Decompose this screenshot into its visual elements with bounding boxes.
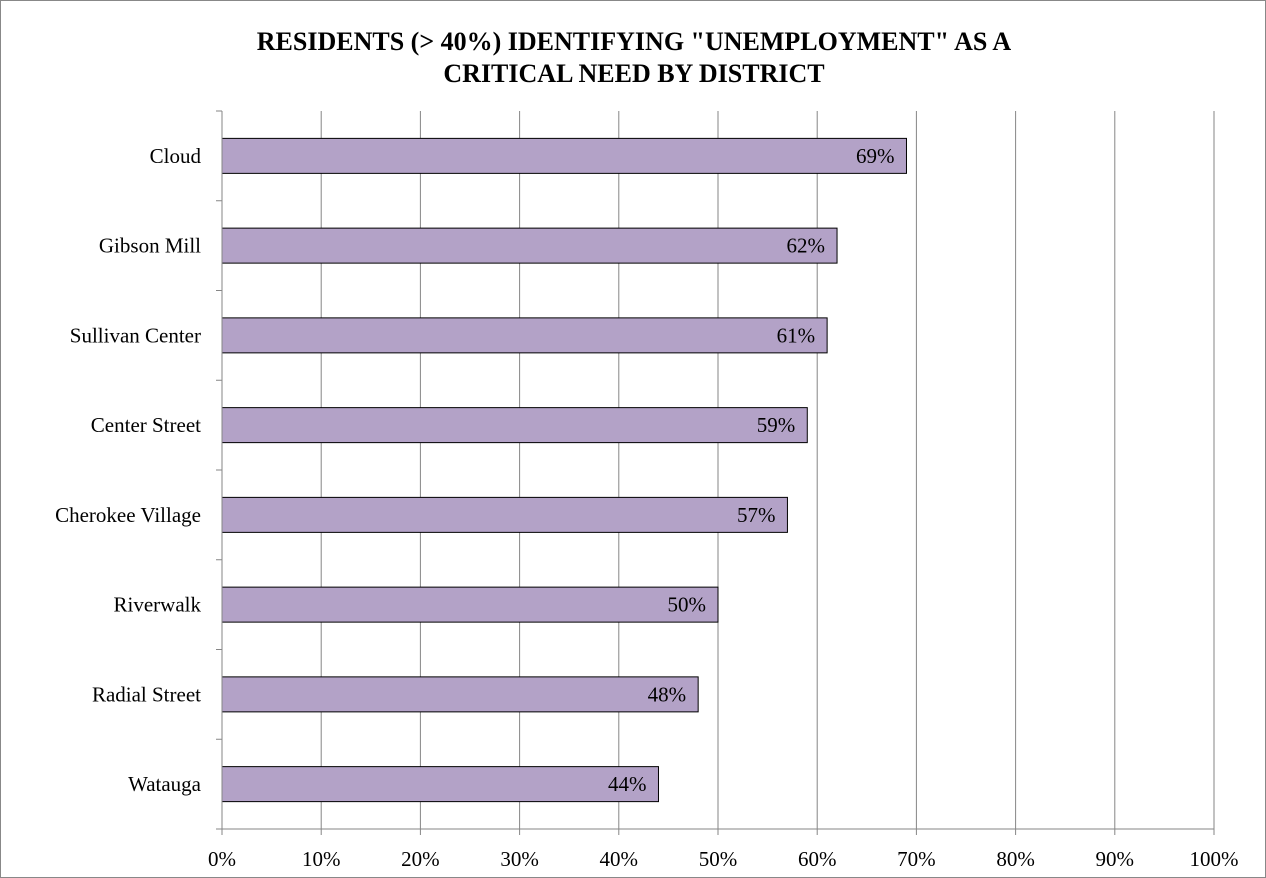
axes bbox=[216, 110, 1215, 835]
chart-title-line-2: CRITICAL NEED BY DISTRICT bbox=[443, 59, 824, 88]
bar-radial-street bbox=[221, 676, 699, 713]
x-tick-label: 0% bbox=[208, 847, 236, 871]
category-label: Center Street bbox=[91, 413, 201, 437]
x-tick-labels: 0% 10% 20% 30% 40% 50% 60% 70% 80% 90% 100% bbox=[208, 847, 1239, 871]
category-label: Cherokee Village bbox=[55, 503, 201, 527]
bars bbox=[221, 137, 907, 803]
x-tick-label: 60% bbox=[798, 847, 837, 871]
x-tick-label: 70% bbox=[897, 847, 936, 871]
chart-title-line-1: RESIDENTS (> 40%) IDENTIFYING "UNEMPLOYM… bbox=[257, 27, 1012, 56]
x-tick-label: 10% bbox=[302, 847, 341, 871]
category-label: Sullivan Center bbox=[70, 323, 201, 347]
x-tick-label: 30% bbox=[500, 847, 539, 871]
category-label: Cloud bbox=[150, 144, 202, 168]
category-labels: Cloud Gibson Mill Sullivan Center Center St… bbox=[55, 144, 202, 796]
data-label: 50% bbox=[668, 593, 707, 617]
bar-cloud bbox=[221, 137, 907, 174]
data-labels: 69% 62% 61% 59% 57% 50% 48% 44% bbox=[608, 144, 895, 796]
x-tick-label: 20% bbox=[401, 847, 440, 871]
bar-watauga bbox=[221, 766, 659, 803]
data-label: 59% bbox=[757, 413, 796, 437]
data-label: 48% bbox=[648, 682, 687, 706]
gridlines bbox=[320, 111, 1215, 829]
bar-cherokee-village bbox=[221, 496, 788, 533]
data-label: 44% bbox=[608, 772, 647, 796]
category-label: Gibson Mill bbox=[99, 234, 201, 258]
x-tick-label: 90% bbox=[1096, 847, 1135, 871]
data-label: 57% bbox=[737, 503, 776, 527]
chart-title: RESIDENTS (> 40%) IDENTIFYING "UNEMPLOYM… bbox=[257, 27, 1012, 88]
bar-sullivan-center bbox=[221, 317, 828, 354]
x-tick-label: 40% bbox=[600, 847, 639, 871]
category-label: Riverwalk bbox=[114, 593, 202, 617]
data-label: 61% bbox=[777, 323, 816, 347]
bar-center-street bbox=[221, 407, 808, 444]
data-label: 62% bbox=[787, 234, 826, 258]
bar-riverwalk bbox=[221, 586, 719, 623]
category-label: Watauga bbox=[128, 772, 202, 796]
x-tick-label: 50% bbox=[699, 847, 738, 871]
category-label: Radial Street bbox=[92, 682, 201, 706]
bar-gibson-mill bbox=[221, 227, 838, 264]
x-tick-label: 100% bbox=[1190, 847, 1239, 871]
data-label: 69% bbox=[856, 144, 895, 168]
x-tick-label: 80% bbox=[996, 847, 1035, 871]
